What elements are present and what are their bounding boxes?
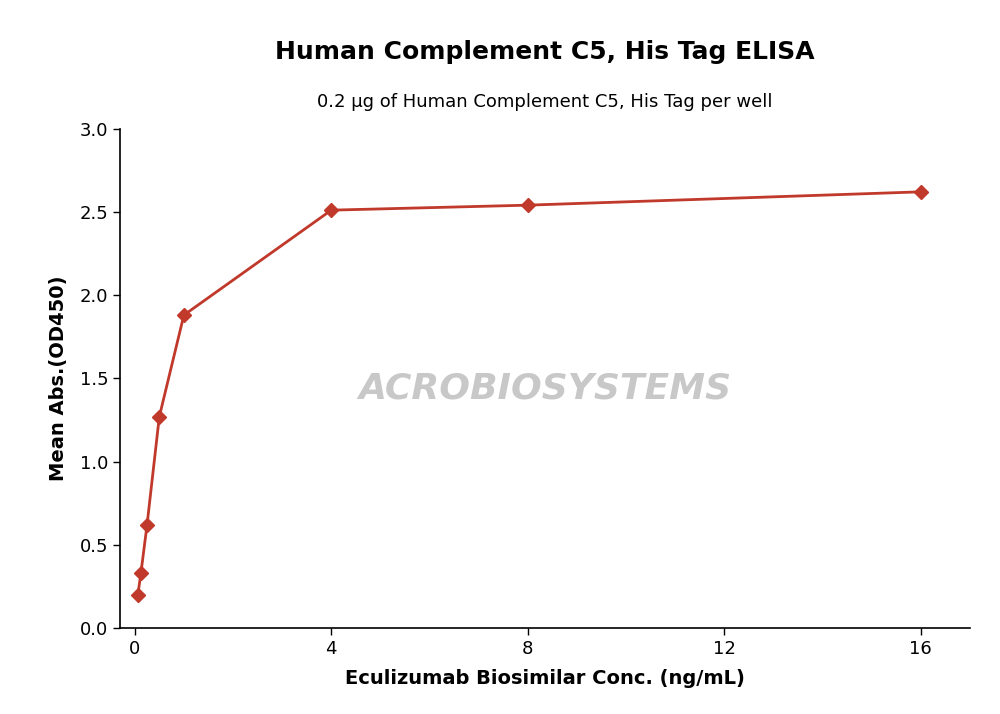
Text: Human Complement C5, His Tag ELISA: Human Complement C5, His Tag ELISA — [275, 40, 815, 64]
Text: 0.2 μg of Human Complement C5, His Tag per well: 0.2 μg of Human Complement C5, His Tag p… — [317, 93, 773, 111]
Text: ACROBIOSYSTEMS: ACROBIOSYSTEMS — [358, 371, 732, 406]
Y-axis label: Mean Abs.(OD450): Mean Abs.(OD450) — [49, 276, 68, 481]
X-axis label: Eculizumab Biosimilar Conc. (ng/mL): Eculizumab Biosimilar Conc. (ng/mL) — [345, 669, 745, 688]
